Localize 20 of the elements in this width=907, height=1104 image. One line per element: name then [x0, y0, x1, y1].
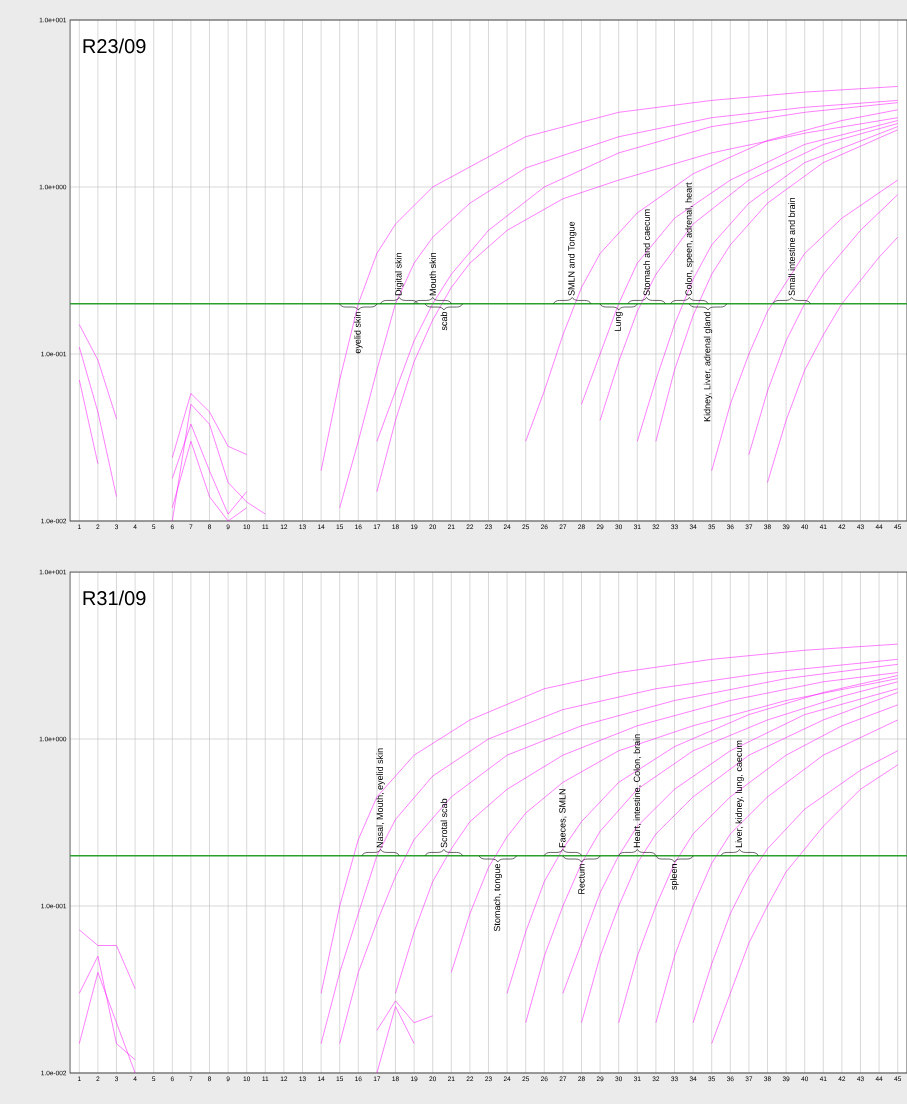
annotation: Heart, intestine, Colon, brain [633, 734, 642, 848]
annotation: Stomach and caecum [643, 209, 650, 296]
annotation: Liver, kidney, lung, caecum [735, 740, 744, 848]
annotation: Mouth skin [429, 253, 437, 296]
annotation: Nasal, Mouth, eyelid skin [376, 748, 385, 848]
annotation: Scrotal scab [440, 798, 448, 848]
annotation: Digital skin [395, 253, 404, 296]
annotation: Colon, speen, adrenal, heart [685, 182, 694, 296]
annotation: scab [440, 311, 448, 331]
annotation: eyelid skin [354, 312, 363, 354]
annotation: spleen [670, 864, 679, 890]
annotation: Stomach, tongue [493, 863, 502, 932]
text: R23/09 [83, 38, 146, 54]
annotation: Faeces, SMLN [559, 789, 567, 848]
annotation: Rectum [578, 864, 585, 894]
annotation: Kidney, Liver, adrenal gland [703, 312, 713, 422]
annotation: SMLN and Tongue [568, 221, 577, 296]
annotation: Small intestine and brain [788, 197, 795, 296]
text: R31/09 [83, 590, 146, 606]
annotation: Lung [614, 312, 623, 331]
